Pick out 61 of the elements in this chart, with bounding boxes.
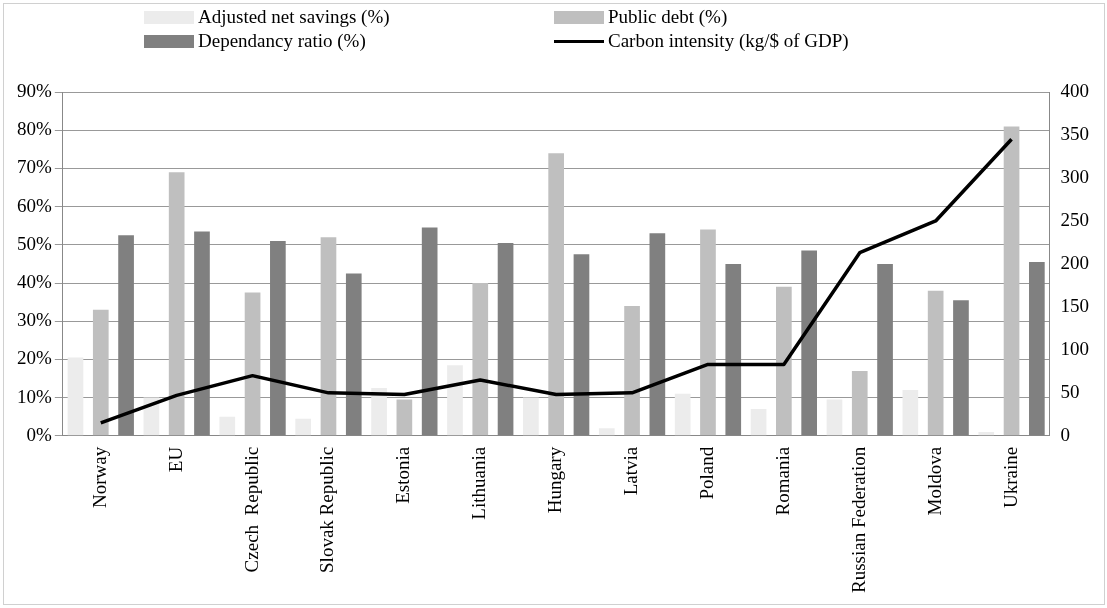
y-tick-label: 40% (17, 271, 52, 292)
legend-label: Carbon intensity (kg/$ of GDP) (608, 30, 849, 52)
y2-tick-label: 250 (1060, 208, 1089, 230)
bar (295, 418, 312, 436)
bar (624, 305, 640, 436)
bar (776, 286, 792, 436)
y2-tick-label: 350 (1060, 122, 1089, 144)
x-tick-label: Russian Federation (847, 446, 869, 594)
x-tick-label: Moldova (923, 446, 945, 516)
legend-label: Public debt (%) (608, 6, 728, 28)
bar (396, 399, 413, 436)
x-tick-label: Slovak Republic (316, 446, 338, 573)
bar (219, 416, 236, 436)
bar (548, 153, 565, 436)
bar (523, 397, 539, 436)
y2-tick-label: 100 (1060, 337, 1089, 359)
bar (371, 388, 387, 436)
bar (826, 399, 843, 436)
bar (598, 428, 615, 436)
y-tick-label: 10% (17, 385, 52, 407)
bar (700, 229, 716, 436)
bar (750, 409, 767, 436)
x-tick-label: Lithuania (468, 446, 490, 520)
bar (244, 292, 261, 436)
x-tick-label: Czech Republic (240, 446, 262, 573)
y2-tick-label: 200 (1060, 251, 1089, 273)
legend-label: Dependancy ratio (%) (198, 30, 366, 52)
y-tick-label: 80% (17, 118, 52, 140)
y-tick-label: 0% (26, 423, 52, 445)
y2-tick-label: 300 (1060, 165, 1089, 187)
y-tick-label: 70% (17, 156, 52, 178)
x-tick-label: Hungary (544, 446, 566, 514)
y-tick-label: 90% (17, 79, 52, 101)
y-tick-label: 60% (17, 194, 52, 216)
bar (851, 370, 868, 436)
x-tick-label: Poland (695, 446, 717, 500)
y2-tick-label: 0 (1060, 423, 1070, 445)
bar (978, 432, 995, 436)
bar (320, 237, 337, 436)
bar (472, 283, 489, 436)
bar (902, 389, 919, 436)
bar (447, 365, 463, 436)
y2-tick-label: 400 (1060, 79, 1089, 101)
x-tick-label: Latvia (620, 446, 642, 496)
bar (67, 357, 84, 436)
legend-label: Adjusted net savings (%) (198, 6, 390, 28)
y-tick-label: 30% (17, 309, 52, 331)
x-tick-label: EU (164, 446, 186, 473)
bar (674, 393, 691, 436)
x-tick-label: Romania (771, 446, 793, 516)
bar (168, 172, 185, 436)
bar (92, 309, 109, 436)
x-tick-label: Norway (88, 446, 110, 509)
y-tick-label: 20% (17, 347, 52, 369)
y-tick-label: 50% (17, 232, 52, 254)
y2-tick-label: 50 (1060, 380, 1080, 402)
bar (1003, 126, 1020, 436)
x-tick-label: Ukraine (999, 446, 1021, 509)
x-tick-label: Estonia (392, 446, 414, 504)
bar (927, 290, 944, 436)
y2-tick-label: 150 (1060, 294, 1089, 316)
